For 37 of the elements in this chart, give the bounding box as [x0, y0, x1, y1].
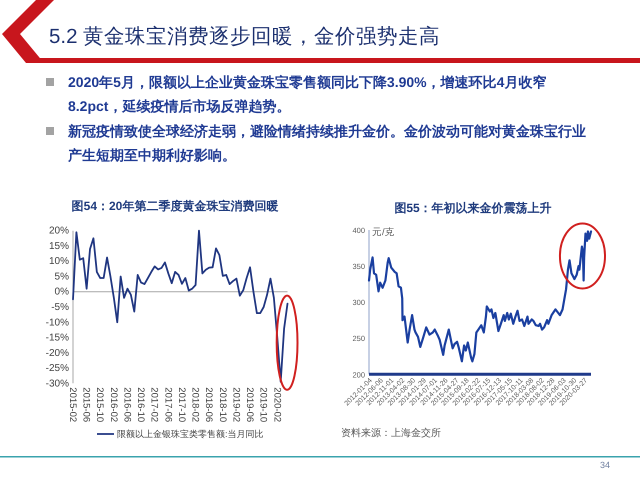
x-tick-label: 2017-06	[162, 387, 174, 422]
line-series	[72, 230, 288, 383]
text: 5.2 黄金珠宝消费逐步回暖，金价强势走高	[49, 25, 440, 49]
text: 资料来源：上海金交所	[341, 427, 441, 439]
x-tick-label: 2015-02	[68, 387, 78, 422]
x-tick-label: 2016-02	[108, 387, 120, 422]
chart-title: 图54：20年第二季度黄金珠宝消费回暖	[72, 199, 278, 213]
x-tick-label: 2015-10	[94, 387, 106, 422]
y-tick-label: 10%	[48, 256, 70, 267]
y-tick-label: -25%	[46, 362, 70, 374]
y-axis-title: 元/克	[372, 226, 395, 238]
x-tick-label: 2018-10	[217, 387, 228, 422]
y-tick-label: -5%	[51, 302, 70, 312]
y-tick-label: -15%	[46, 332, 70, 344]
text: 新冠疫情致使全球经济走弱，避险情绪持续推升金价。金价波动可能对黄金珠宝行业产生短期至中期利好影响。	[68, 123, 586, 163]
chart-title: 图55：年初以来金价震荡上升	[394, 201, 552, 215]
x-tick-label: 2019-02	[230, 387, 242, 422]
x-tick-label: 2018-02	[190, 387, 202, 422]
x-tick-label: 2017-02	[149, 387, 160, 422]
x-tick-label: 2016-06	[122, 387, 133, 422]
y-tick-label: -10%	[46, 316, 70, 328]
x-tick-label: 2019-10	[258, 387, 270, 422]
x-tick-label: 2015-06	[81, 387, 92, 422]
legend-label: 限额以上金银珠宝类零售额:当月同比	[116, 429, 264, 439]
text: 34	[600, 460, 610, 471]
y-tick-label: -30%	[46, 378, 70, 389]
y-tick-label: 5%	[54, 270, 70, 282]
x-tick-label: 2017-10	[176, 387, 188, 422]
y-tick-label: 15%	[48, 240, 70, 252]
x-tick-label: 2019-06	[244, 387, 256, 422]
y-tick-label: -20%	[46, 347, 70, 358]
x-tick-label: 2016-10	[136, 387, 147, 422]
y-tick-label: 0%	[54, 286, 70, 298]
text: 2020年5月，限额以上企业黄金珠宝零售额同比下降3.90%，增速环比4月收窄8.2pct，延续疫情后市场反弹趋势。	[68, 74, 546, 114]
x-tick-label: 2020-02	[272, 387, 283, 422]
y-tick-label: 20%	[48, 225, 70, 236]
x-tick-label: 2018-06	[204, 387, 215, 422]
